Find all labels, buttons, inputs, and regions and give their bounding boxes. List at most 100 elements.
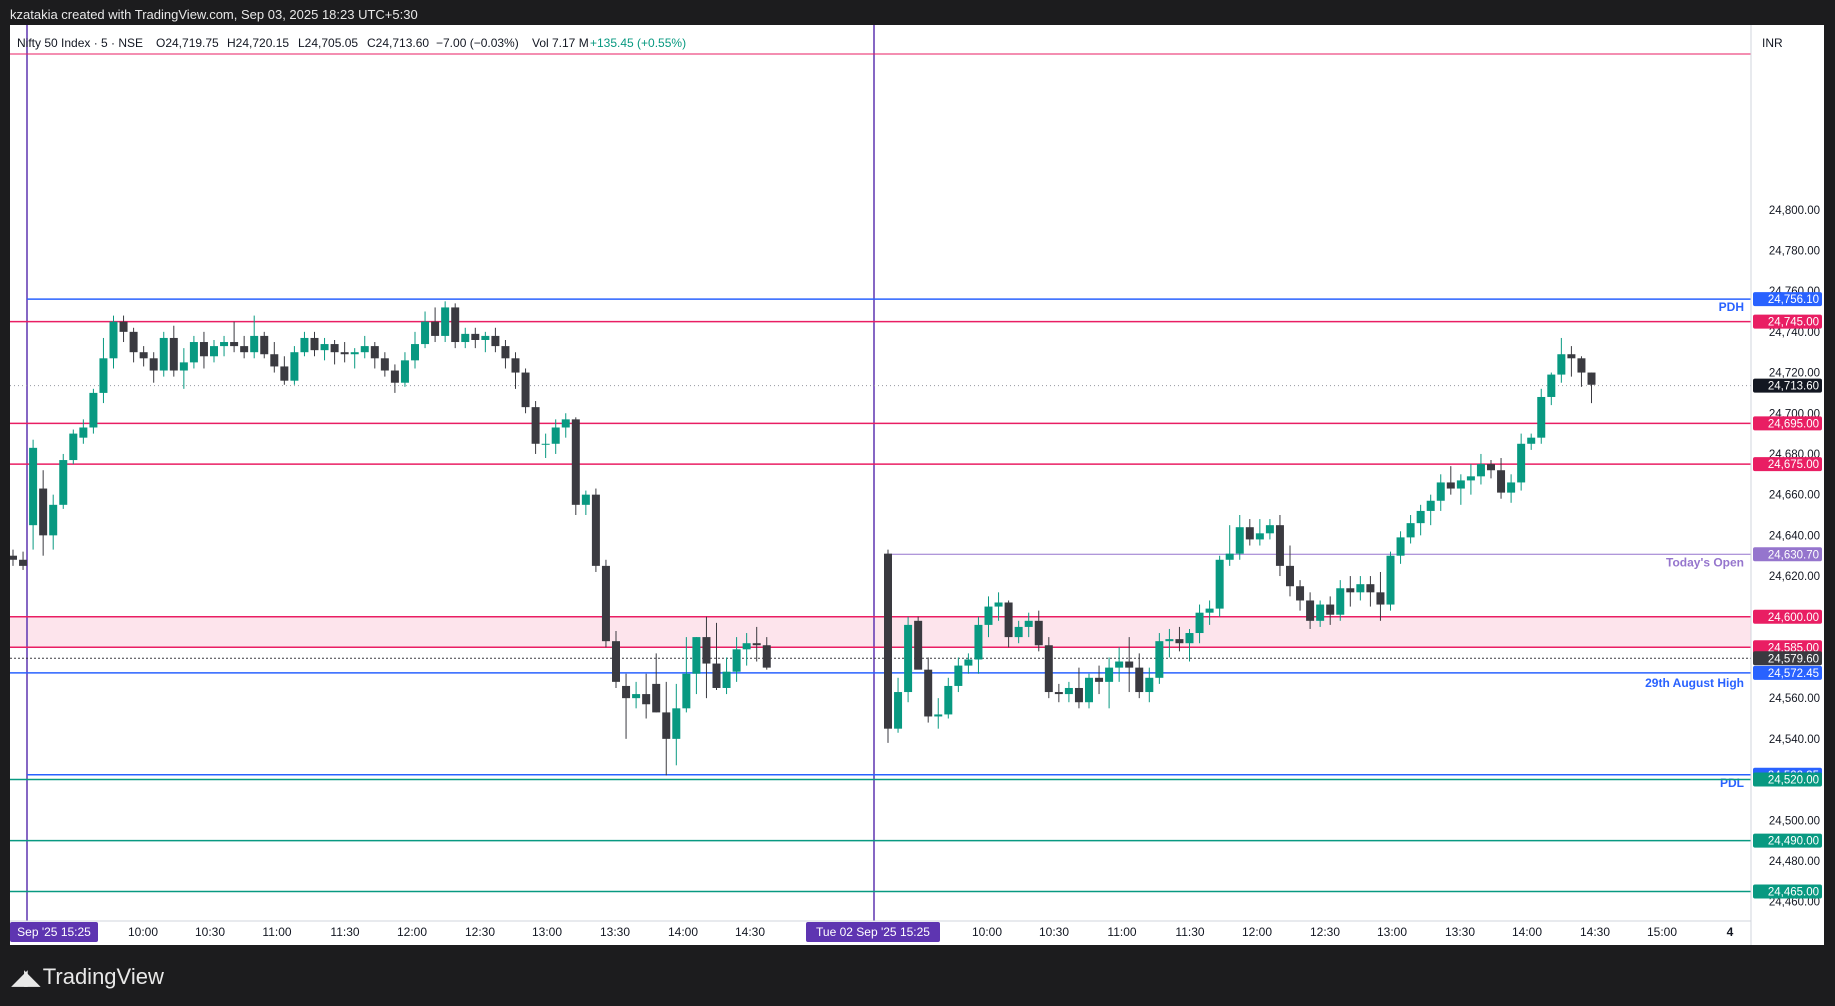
candle-body [1004,602,1013,638]
x-tick-label: 12:30 [1310,925,1340,939]
candle-body [1507,482,1516,493]
price-badge-label: 24,745.00 [1768,317,1819,329]
x-tick-label: 13:30 [1445,925,1475,939]
candle-body [179,362,188,371]
candle-body [1426,500,1435,511]
candle-body [149,358,158,371]
x-tick-label: 4 [1727,925,1734,939]
candle-body [491,335,500,347]
candle-body [220,342,229,347]
last-price-badge [1753,378,1822,393]
candle-body [1296,586,1305,601]
candle-body [421,321,430,345]
candle-body [1105,667,1114,682]
candle-body [601,565,610,642]
legend-symbol[interactable]: Nifty 50 Index · 5 · NSE [17,36,143,50]
candle-body [752,643,761,646]
x-tick-label: 14:00 [668,925,698,939]
candle-body [1185,633,1194,644]
y-tick-label: 24,640.00 [1769,530,1820,542]
candle-body [964,659,973,666]
candle-body [69,433,78,461]
candle-body [1587,372,1596,385]
candle-body [1085,677,1093,703]
candle-body [591,494,600,566]
candle-body [1356,584,1365,593]
candle-body [1436,482,1445,501]
x-tick-label: 11:30 [330,925,359,939]
price-badge [1753,457,1822,472]
candle-body [1557,354,1566,375]
candle-body [1487,464,1495,471]
candle-body [994,602,1003,607]
currency-label[interactable]: INR [1762,36,1783,50]
candle-body [1366,584,1375,593]
candle-body [1527,437,1536,444]
candle-body [762,645,771,668]
candle-body [280,366,289,381]
price-badge [1753,833,1822,848]
level-annotation: PDL [1720,776,1744,790]
x-tick-label: 14:30 [1580,925,1610,939]
candle-body [230,342,239,347]
candle-body [260,335,269,355]
x-tick-label: 13:00 [532,925,562,939]
candle-body [1537,396,1546,438]
x-tick-label: 11:30 [1175,925,1204,939]
candle-body [1255,533,1264,540]
x-tick-label: 12:00 [1242,925,1272,939]
candle-body [9,555,17,560]
x-tick-label: 11:00 [1107,925,1136,939]
candle-body [270,354,279,367]
candle-body [682,673,691,709]
candle-body [1466,476,1475,481]
candle-body [29,447,38,526]
candle-body [340,352,349,355]
candle-body [1095,677,1104,682]
x-tick-label: 10:30 [1039,925,1069,939]
candle-body [1195,612,1204,634]
candle-body [210,346,218,357]
price-badge [1753,416,1822,431]
price-badge [1753,547,1822,562]
y-tick-label: 24,800.00 [1769,205,1820,217]
candle-body [1336,588,1345,615]
chart-panel[interactable]: PDH Today's Open 29th August High PDL 24,46… [9,25,1824,945]
candle-body [1245,527,1254,540]
x-tick-label: Tue 02 Sep '25 15:25 [816,925,930,939]
brand-name: TradingView [42,964,164,989]
candle-body [1386,555,1395,605]
candle-body [390,370,399,383]
session-start-badge [806,922,940,942]
candle-body [561,419,570,428]
candle-body [884,553,892,729]
y-tick-label: 24,500.00 [1769,815,1820,827]
candle-body [1165,639,1174,642]
candle-body [974,624,983,660]
x-tick-label: 14:00 [1512,925,1542,939]
legend-open: O24,719.75 [156,36,219,50]
price-badge-label: 24,465.00 [1768,886,1819,898]
price-badge [1753,884,1822,899]
y-tick-label: 24,540.00 [1769,734,1820,746]
candle-body [129,331,138,353]
candle-body [652,683,661,713]
candle-body [1034,620,1043,646]
candle-body [461,333,470,343]
legend-volume-label: Vol [532,36,549,50]
candle-body [1175,639,1184,644]
candle-body [612,641,620,682]
legend-low: L24,705.05 [298,36,358,50]
candle-body [400,360,409,383]
x-tick-label: 15:00 [1647,925,1677,939]
candle-body [240,346,249,353]
candle-body [1346,588,1355,593]
candle-body [531,407,540,444]
legend-day-change: +135.45 (+0.55%) [590,36,686,50]
tradingview-logo: ◢◣ TradingView [12,964,164,990]
candle-body [1235,527,1244,554]
candle-body [732,649,741,672]
candlestick-chart[interactable]: PDH Today's Open 29th August High PDL 24,46… [9,25,1824,945]
candle-body [511,358,520,373]
candle-body [1577,358,1586,373]
